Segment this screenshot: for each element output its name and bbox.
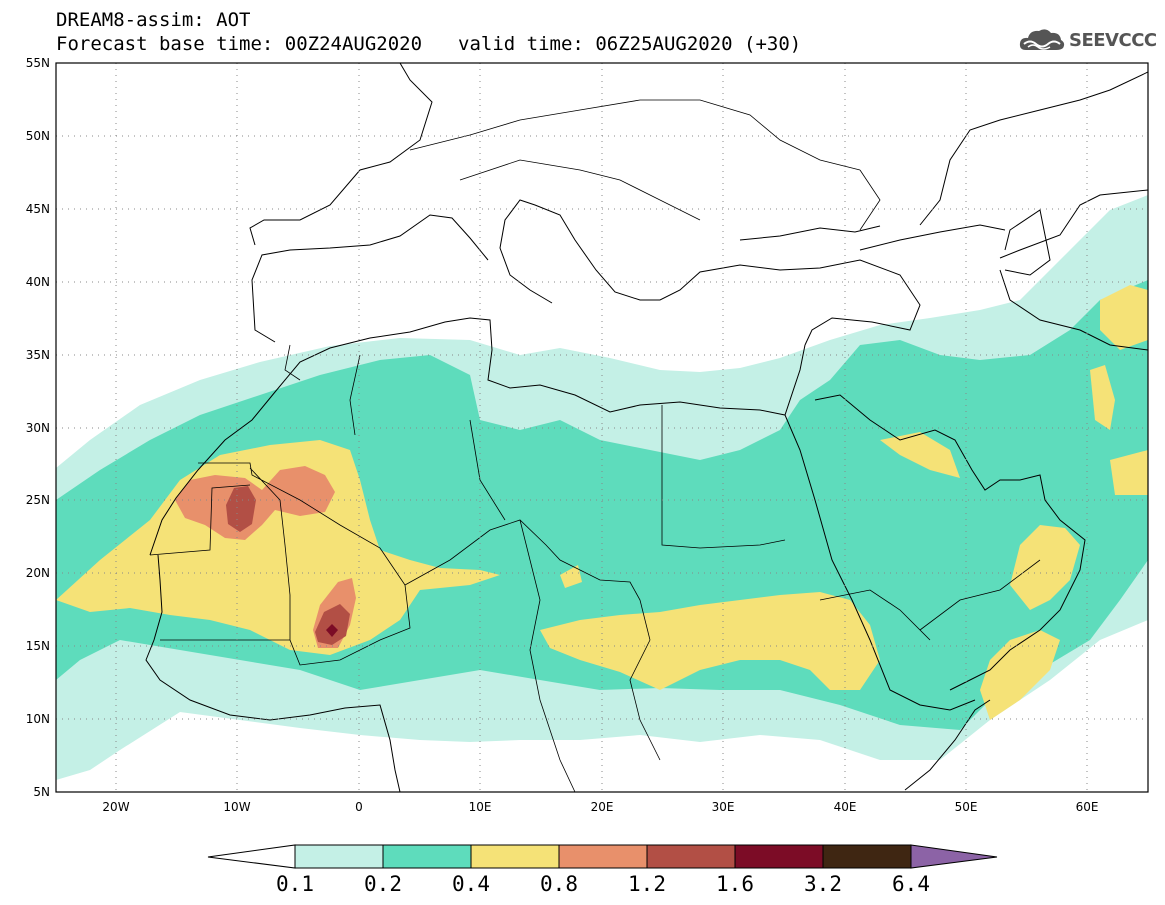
colorbar-label: 6.4 xyxy=(892,872,930,896)
aot-band-0.4 xyxy=(1090,365,1115,430)
aot-band-0.4 xyxy=(980,630,1060,720)
aot-band-0.4 xyxy=(56,440,500,655)
map-frame xyxy=(55,62,1149,793)
graticule xyxy=(56,63,1148,792)
lat-label: 30N xyxy=(25,421,50,435)
lon-label: 50E xyxy=(954,800,978,814)
colorbar-label: 3.2 xyxy=(804,872,842,896)
valid-time: valid time: 06Z25AUG2020 (+30) xyxy=(458,33,802,55)
colorbar-left-arrow xyxy=(207,844,296,869)
aot-band-1.6 xyxy=(326,624,338,637)
lat-label: 15N xyxy=(25,639,50,653)
base-time: Forecast base time: 00Z24AUG2020 xyxy=(56,33,423,55)
aot-band-0.4 xyxy=(540,592,880,690)
logo-text: SEEVCCC xyxy=(1069,29,1157,51)
chart-title: DREAM8-assim: AOT xyxy=(56,9,251,31)
lat-label: 5N xyxy=(33,785,50,799)
lat-label: 10N xyxy=(25,712,50,726)
lat-label: 50N xyxy=(25,129,50,143)
aot-band-0.4 xyxy=(1110,450,1148,495)
lat-label: 25N xyxy=(25,493,50,507)
lat-label: 40N xyxy=(25,275,50,289)
colorbar xyxy=(207,844,998,869)
colorbar-label: 1.6 xyxy=(716,872,754,896)
lon-label: 20E xyxy=(590,800,614,814)
colorbar-label: 0.1 xyxy=(276,872,314,896)
aot-band-0.4 xyxy=(880,432,960,478)
colorbar-swatch xyxy=(734,844,824,869)
colorbar-swatch xyxy=(646,844,736,869)
lon-label: 0 xyxy=(355,800,363,814)
colorbar-swatch xyxy=(382,844,472,869)
lat-label: 35N xyxy=(25,348,50,362)
lon-label: 20W xyxy=(102,800,130,814)
colorbar-swatch xyxy=(822,844,912,869)
colorbar-label: 0.2 xyxy=(364,872,402,896)
lon-label: 10E xyxy=(468,800,492,814)
colorbar-swatch xyxy=(470,844,560,869)
lon-label: 60E xyxy=(1075,800,1099,814)
colorbar-swatch xyxy=(294,844,384,869)
cloud-icon xyxy=(1019,29,1065,50)
lat-label: 20N xyxy=(25,566,50,580)
aot-band-0.4 xyxy=(1100,285,1148,350)
lat-label: 45N xyxy=(25,202,50,216)
lat-label: 55N xyxy=(25,56,50,70)
time-info: Forecast base time: 00Z24AUG2020 valid ti… xyxy=(56,33,801,55)
aot-field xyxy=(56,195,1148,780)
country-borders xyxy=(149,99,1041,792)
aot-band-0.4 xyxy=(1010,525,1080,610)
lon-label: 40E xyxy=(833,800,857,814)
colorbar-label: 1.2 xyxy=(628,872,666,896)
colorbar-label: 0.4 xyxy=(452,872,490,896)
lon-label: 30E xyxy=(711,800,735,814)
aot-band-1.2 xyxy=(226,486,256,532)
lon-label: 10W xyxy=(223,800,251,814)
aot-band-0.4 xyxy=(560,565,582,588)
colorbar-label: 0.8 xyxy=(540,872,578,896)
colorbar-right-arrow xyxy=(910,844,998,869)
seevccc-logo: SEEVCCC xyxy=(1018,26,1157,54)
coastlines xyxy=(145,63,1148,792)
colorbar-swatch xyxy=(558,844,648,869)
